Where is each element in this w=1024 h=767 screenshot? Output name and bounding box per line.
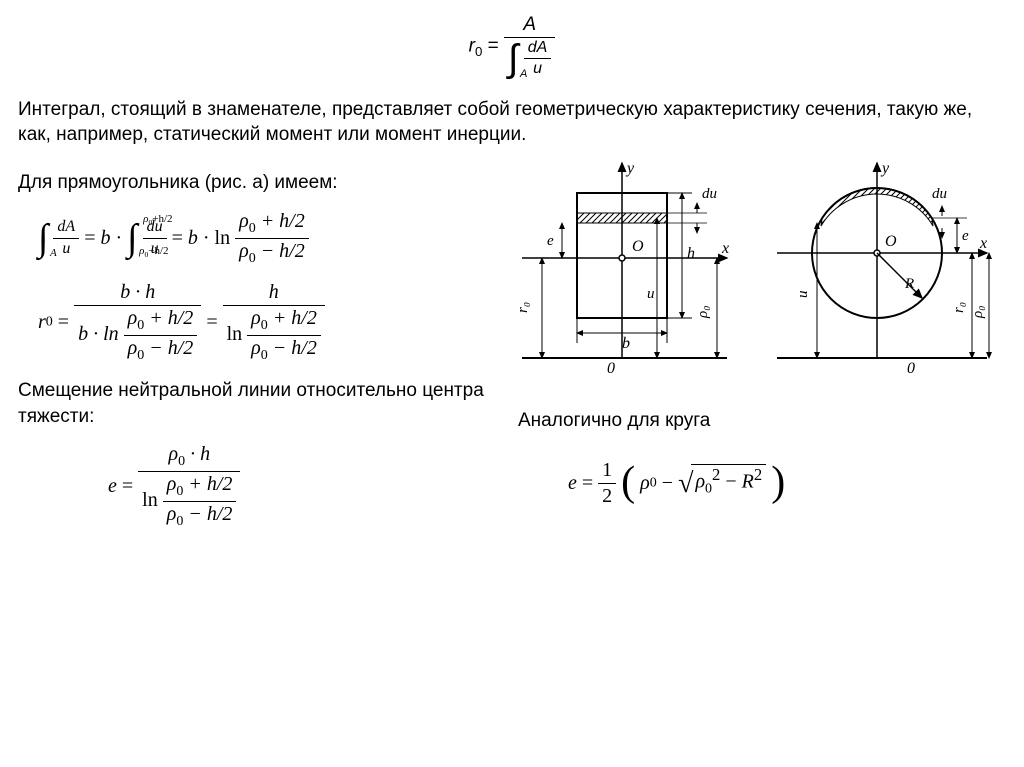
label-base0: 0 bbox=[607, 360, 615, 377]
label-y: y bbox=[625, 160, 635, 177]
svg-text:O: O bbox=[885, 233, 897, 250]
svg-text:u: u bbox=[795, 290, 811, 298]
svg-text:R: R bbox=[904, 276, 914, 292]
label-u: u bbox=[647, 286, 655, 302]
svg-text:x: x bbox=[979, 235, 987, 252]
integral-symbol: ∫A bbox=[508, 42, 518, 76]
label-e: e bbox=[547, 233, 554, 249]
diagram-rectangle: y x O du e h b u r₀ ρ₀ 0 bbox=[507, 158, 737, 388]
diagram-circle: y x O du e R u r₀ ρ₀ 0 bbox=[767, 158, 997, 388]
equation-r0-rectangle: r0 = b · h b · ln ρ0 + h/2 ρ0 − h/2 = h … bbox=[38, 281, 488, 364]
svg-text:e: e bbox=[962, 228, 969, 244]
equation-e-circle: e = 12 ( ρ0 − √ρ02 − R2 ) bbox=[568, 459, 1006, 508]
paragraph-3: Смещение нейтральной линии относительно … bbox=[18, 378, 488, 429]
equation-r0-definition: r0 = A ∫A dA u bbox=[18, 14, 1006, 79]
equation-integral-rectangle: ∫A dAu = b · ∫ρ0+h/2ρ0−h/2 duu = b · ln … bbox=[38, 210, 488, 267]
label-du: du bbox=[702, 186, 717, 202]
label-x: x bbox=[721, 240, 729, 257]
svg-text:0: 0 bbox=[907, 360, 915, 377]
paragraph-4: Аналогично для круга bbox=[518, 408, 1006, 434]
paragraph-1: Интеграл, стоящий в знаменателе, предста… bbox=[18, 97, 1006, 148]
label-O: O bbox=[632, 238, 644, 255]
cross-section-diagrams: y x O du e h b u r₀ ρ₀ 0 bbox=[498, 158, 1006, 388]
svg-text:du: du bbox=[932, 186, 947, 202]
equation-e-rectangle: e = ρ0 · h ln ρ0 + h/2 ρ0 − h/2 bbox=[108, 443, 488, 530]
label-h: h bbox=[687, 245, 695, 262]
svg-text:ρ₀: ρ₀ bbox=[970, 305, 986, 318]
svg-text:y: y bbox=[880, 160, 890, 177]
label-r0: r₀ bbox=[515, 302, 531, 313]
paragraph-2: Для прямоугольника (рис. а) имеем: bbox=[18, 170, 488, 196]
svg-text:r₀: r₀ bbox=[951, 302, 967, 313]
label-rho0: ρ₀ bbox=[695, 305, 711, 318]
label-b: b bbox=[622, 335, 630, 352]
